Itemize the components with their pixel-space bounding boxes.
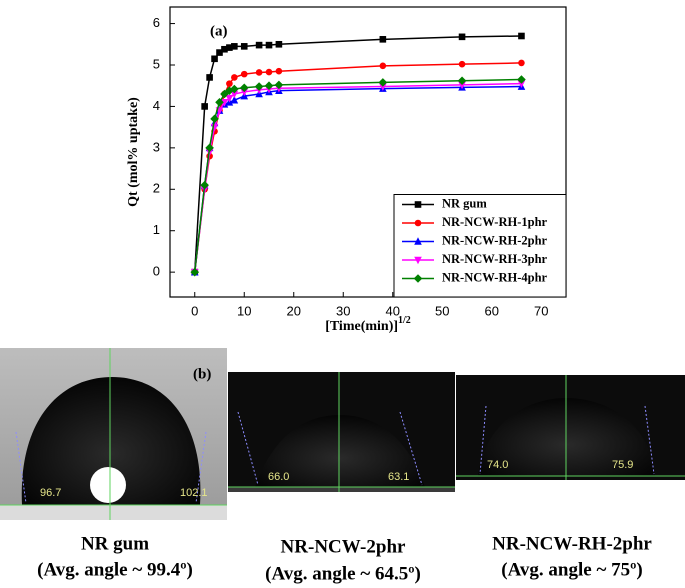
- marker: [201, 103, 208, 110]
- legend-label: NR-NCW-RH-4phr: [442, 270, 548, 284]
- legend-box: [393, 194, 567, 298]
- marker: [216, 49, 223, 56]
- caption: NR-NCW-2phr: [281, 536, 406, 557]
- annotation: (a): [210, 23, 228, 39]
- marker: [230, 90, 239, 99]
- marker: [414, 237, 422, 245]
- marker: [457, 76, 467, 86]
- marker: [265, 68, 273, 76]
- marker: [414, 201, 422, 208]
- caption: (Avg. angle ~ 99.4º): [37, 559, 193, 580]
- marker: [413, 274, 423, 283]
- x-tick-label: 40: [386, 303, 400, 318]
- x-axis-label-main: [Time(min)]: [325, 319, 398, 334]
- marker: [221, 45, 228, 53]
- marker: [220, 98, 229, 107]
- marker: [254, 82, 264, 91]
- marker: [414, 219, 422, 227]
- x-tick-label: 20: [287, 303, 301, 318]
- photo-3: [456, 375, 685, 480]
- marker: [226, 80, 233, 87]
- marker: [205, 143, 214, 153]
- y-axis-label: Qt (mol% uptake): [126, 97, 141, 207]
- marker: [200, 180, 209, 190]
- caption: NR-NCW-RH-2phr: [492, 533, 652, 554]
- marker: [458, 60, 466, 68]
- y-tick-label: 4: [153, 98, 160, 113]
- legend-label: NR-NCW-RH-3phr: [442, 252, 548, 266]
- y-tick-label: 6: [153, 15, 160, 30]
- legend-label: NR-NCW-RH-1phr: [442, 215, 548, 229]
- marker: [230, 95, 239, 104]
- marker: [211, 55, 218, 63]
- y-tick-label: 1: [153, 222, 160, 237]
- y-tick-label: 0: [153, 264, 160, 279]
- marker: [240, 88, 249, 97]
- marker: [239, 83, 249, 93]
- angle-label: 74.0: [487, 459, 508, 471]
- marker: [458, 81, 466, 90]
- caption: (Avg. angle ~ 64.5º): [265, 563, 421, 584]
- marker: [231, 43, 238, 50]
- marker: [517, 80, 526, 88]
- y-tick-label: 2: [153, 181, 160, 196]
- angle-label: 75.9: [612, 459, 633, 471]
- marker: [274, 80, 284, 90]
- legend-label: NR-NCW-RH-2phr: [442, 233, 548, 247]
- x-tick-label: 70: [534, 303, 548, 318]
- marker: [240, 43, 248, 50]
- marker: [518, 32, 525, 40]
- caption: (Avg. angle ~ 75º): [501, 559, 642, 580]
- angle-label: 96.7: [40, 487, 61, 499]
- y-tick-label: 3: [153, 139, 160, 154]
- x-tick-label: 30: [336, 303, 350, 318]
- photo-2: [228, 372, 455, 492]
- marker: [379, 62, 387, 70]
- x-tick-label: 60: [485, 303, 499, 318]
- marker: [210, 114, 219, 124]
- angle-label: 66.0: [268, 471, 289, 483]
- marker: [240, 70, 248, 78]
- marker: [225, 94, 234, 103]
- marker: [378, 78, 388, 87]
- legend-label: NR gum: [442, 196, 487, 210]
- y-tick-label: 5: [153, 56, 160, 71]
- x-axis-label: [Time(min)]1/2: [325, 315, 411, 334]
- angle-label: 102.1: [180, 487, 208, 499]
- marker: [255, 41, 263, 49]
- marker: [220, 89, 229, 99]
- marker: [275, 40, 283, 48]
- marker: [215, 97, 224, 107]
- x-axis-label-sup: 1/2: [398, 315, 411, 326]
- marker: [379, 83, 387, 91]
- x-tick-label: 0: [191, 303, 198, 318]
- x-tick-label: 10: [237, 303, 251, 318]
- marker: [255, 69, 263, 76]
- panel-label: (b): [193, 366, 211, 382]
- plot-frame: [169, 6, 567, 298]
- marker: [458, 33, 466, 41]
- marker: [517, 75, 526, 84]
- marker: [226, 44, 233, 51]
- marker: [264, 81, 274, 91]
- marker: [230, 84, 239, 94]
- marker: [225, 86, 234, 95]
- caption: NR gum: [81, 533, 149, 554]
- x-tick-label: 50: [435, 303, 449, 318]
- marker: [265, 41, 273, 49]
- angle-label: 63.1: [388, 471, 409, 483]
- marker: [275, 67, 283, 75]
- marker: [231, 74, 238, 81]
- marker: [206, 74, 213, 81]
- marker: [379, 36, 387, 43]
- photo-1: [0, 348, 227, 520]
- marker: [518, 59, 525, 67]
- marker: [414, 256, 422, 265]
- marker: [190, 267, 200, 277]
